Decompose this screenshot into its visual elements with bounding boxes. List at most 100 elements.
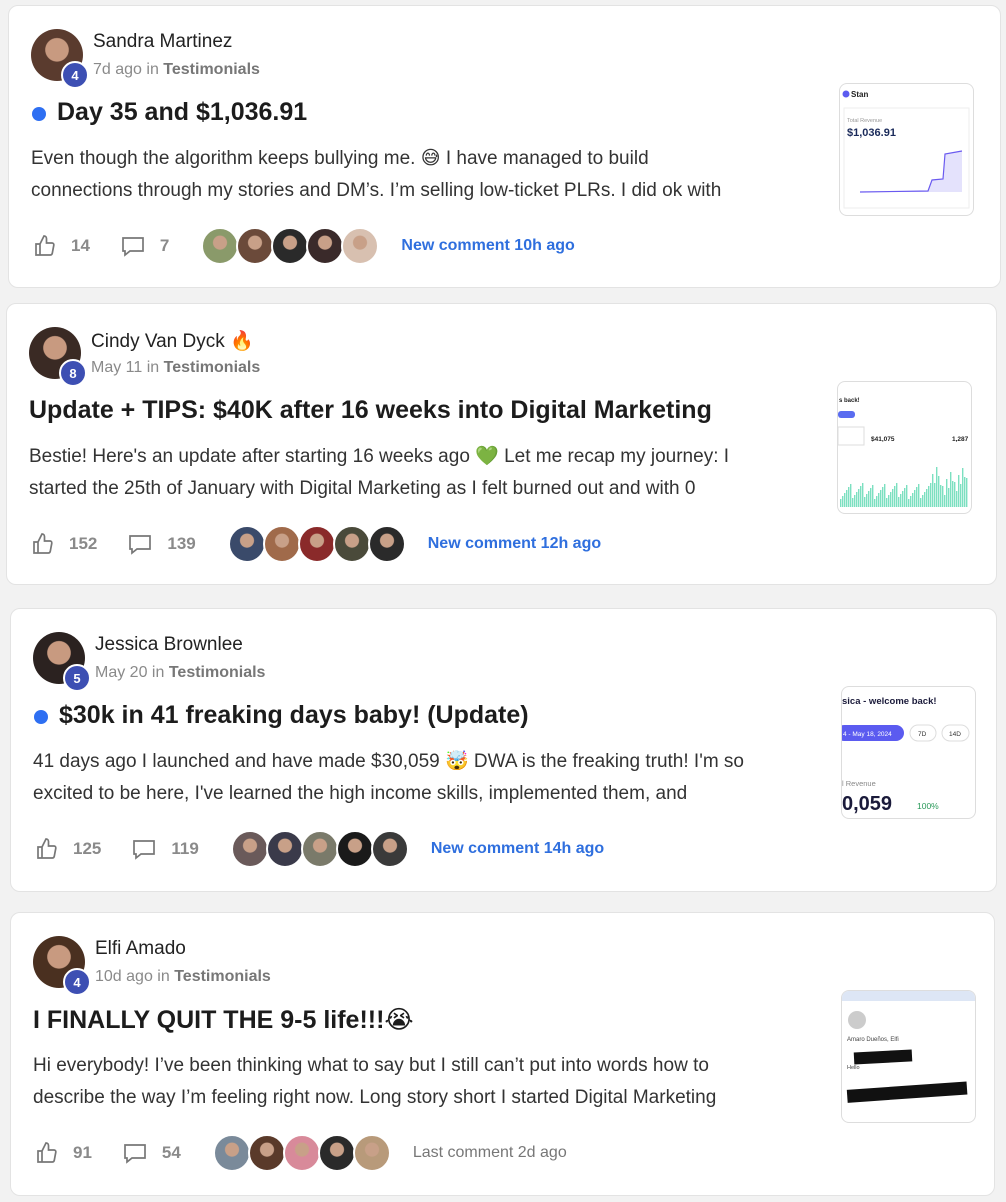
like-icon [37,1142,57,1163]
decor-bar [918,484,920,507]
decor-bar [854,495,856,507]
decor-bar [914,490,916,507]
commenter-avatar [265,830,304,868]
commenter-avatar [367,525,406,563]
thumb-text: 14D [949,731,961,738]
thumbnail-image: s back! $41,075 1,287 [838,398,969,507]
post-card[interactable]: 4 Elfi Amado 10d ago in Testimonials I FINA… [10,912,995,1196]
comment-icon [133,840,156,860]
post-title[interactable]: $30k in 41 freaking days baby! (Update) [59,701,529,729]
comment-icon [129,535,152,555]
in-label: in [157,968,170,985]
author-name[interactable]: Elfi Amado [95,938,186,959]
like-button[interactable] [35,1141,59,1165]
like-icon [37,838,57,859]
commenter-avatar [201,227,240,265]
decor-bar [928,486,930,507]
commenter-avatar [230,830,269,868]
like-button[interactable] [33,234,57,258]
post-time: May 20 [95,664,148,681]
decor-bar [916,487,918,507]
post-meta: 10d ago in Testimonials [95,968,271,986]
thumb-text: Stan [851,90,868,99]
post-title[interactable]: Update + TIPS: $40K after 16 weeks into … [29,396,712,424]
decor-bar [862,483,864,507]
post-time: May 11 [91,359,143,376]
post-thumbnail[interactable]: sica - welcome back! 4 - May 18, 2024 7D 14… [841,686,976,819]
post-title[interactable]: Day 35 and $1,036.91 [57,98,308,126]
author-name[interactable]: Jessica Brownlee [95,634,243,655]
category[interactable]: Testimonials [163,61,260,78]
thumb-text: Hello [847,1065,860,1071]
decor-bar [858,489,860,507]
post-time: 10d ago [95,968,153,985]
last-activity[interactable]: New comment 10h ago [401,237,575,254]
last-activity[interactable]: Last comment 2d ago [412,1144,567,1161]
decor-bar [864,497,866,507]
commenter-avatar [212,1134,251,1172]
comment-button[interactable] [131,837,157,861]
commenter-avatar [262,525,301,563]
level-badge: 8 [59,359,87,387]
comment-icon [122,237,144,257]
category[interactable]: Testimonials [174,968,271,985]
logo [842,90,850,98]
decor-bar [958,475,960,507]
decor-bar [848,487,850,507]
author-name[interactable]: Cindy Van Dyck 🔥 [91,331,254,352]
comment-button[interactable] [120,234,146,258]
like-count: 14 [71,236,90,255]
like-button[interactable] [31,532,55,556]
comment-count: 54 [161,1143,181,1162]
in-label: in [146,359,160,376]
thumb-text: l Revenue [842,779,876,788]
commenter-avatar [306,227,345,265]
redaction [853,1049,913,1065]
post-body-line: 41 days ago I launched and have made $30… [33,751,744,772]
decor-bar [912,493,914,507]
unread-dot [32,107,46,121]
post-meta: May 20 in Testimonials [95,664,265,682]
decor-bar [886,498,888,507]
post-body-line: describe the way I’m feeling right now. … [33,1087,717,1108]
last-activity[interactable]: New comment 12h ago [427,535,602,552]
post-card[interactable]: 8 Cindy Van Dyck 🔥 May 11 in Testimonials U… [6,303,997,585]
decor-bar [950,472,952,507]
post-meta: May 11 in Testimonials [91,359,260,377]
post-footer: 125 119 New comment 14h ago [35,830,605,868]
post-card[interactable]: 4 Sandra Martinez 7d ago in Testimonials Da… [8,5,1001,288]
comment-button[interactable] [127,532,153,556]
commenter-avatar [335,830,374,868]
category[interactable]: Testimonials [168,664,266,681]
line [859,150,963,193]
post-footer: 152 139 New comment 12h ago [31,525,602,563]
level-badge: 4 [61,61,89,89]
post-thumbnail[interactable]: Amaro Dueños, Elfi Hello [841,990,976,1123]
decor-bar [902,491,904,507]
thumb-text: 4 - May 18, 2024 [843,731,892,738]
decor-bar [956,491,958,507]
category[interactable]: Testimonials [163,359,261,376]
commenter-avatar [352,1134,391,1172]
decor-bar [894,486,896,507]
decor-bar [944,495,946,507]
decor-bar [868,491,870,507]
box [838,426,865,446]
author-name[interactable]: Sandra Martinez [93,31,233,52]
thumb-text: sica - welcome back! [842,696,937,707]
comment-button[interactable] [122,1141,148,1165]
like-count: 125 [73,839,102,858]
like-button[interactable] [35,837,59,861]
post-body-line: connections through my stories and DM’s.… [31,180,722,201]
thumb-text: 0,059 [842,793,892,815]
post-thumbnail[interactable]: s back! $41,075 1,287 [837,381,972,514]
decor-bar [936,467,938,507]
decor-bar [896,483,898,507]
commenter-avatar [332,525,371,563]
decor-bar [860,486,862,507]
post-thumbnail[interactable]: Stan Total Revenue $1,036.91 [839,83,974,216]
post-title[interactable]: I FINALLY QUIT THE 9-5 life!!!😭 [33,1006,414,1034]
last-activity[interactable]: New comment 14h ago [430,840,605,857]
post-card[interactable]: 5 Jessica Brownlee May 20 in Testimonials $… [10,608,997,892]
decor-bar [908,499,910,507]
